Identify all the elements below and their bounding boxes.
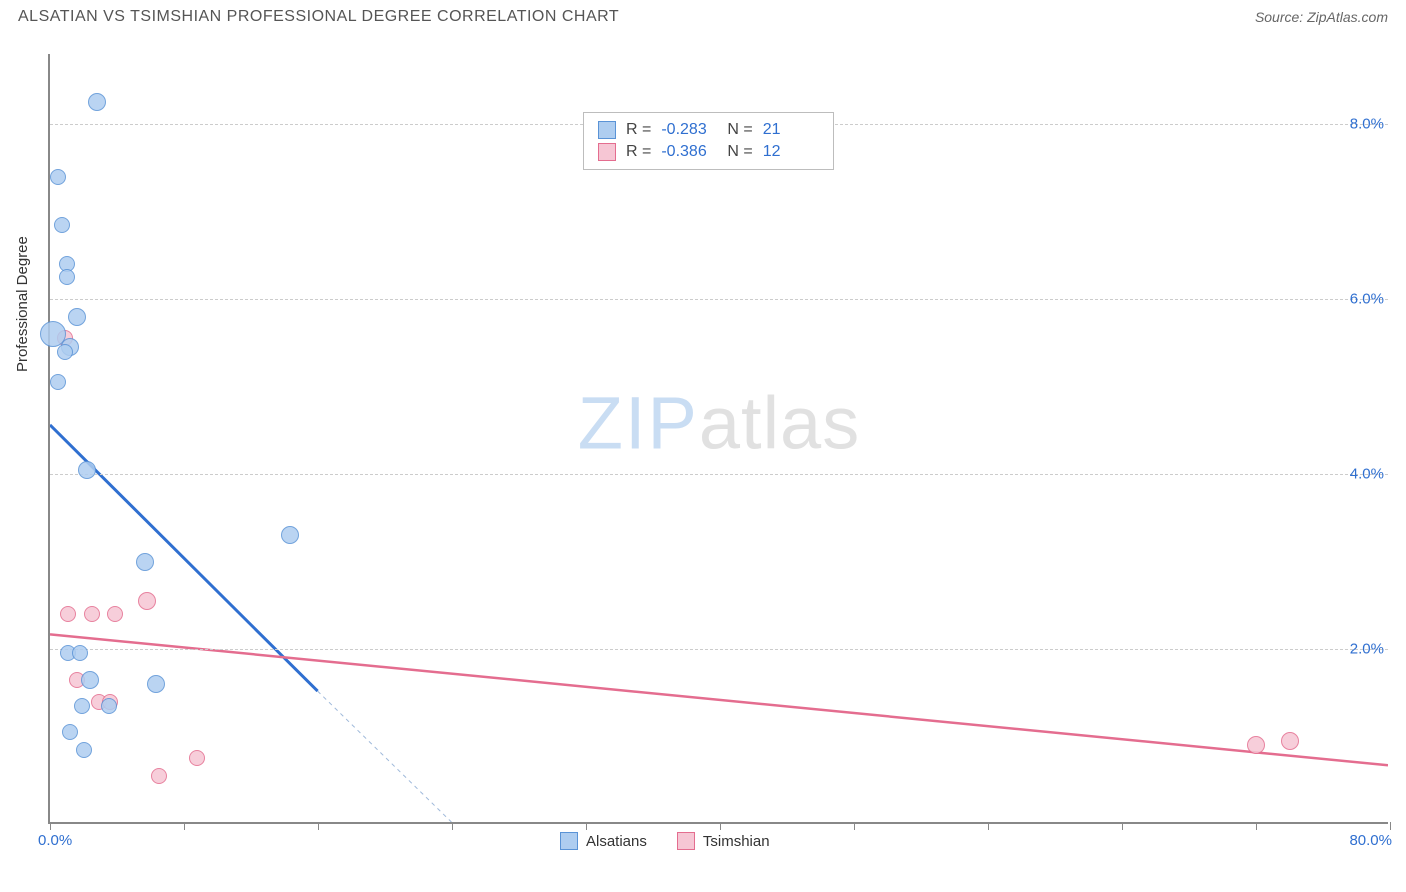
point-alsatians bbox=[78, 461, 96, 479]
point-alsatians bbox=[81, 671, 99, 689]
chart-area: ZIPatlas 2.0% 4.0% 6.0% 8.0% R = -0.283 N =… bbox=[48, 54, 1388, 824]
y-axis-title: Professional Degree bbox=[14, 236, 31, 372]
point-alsatians bbox=[54, 217, 70, 233]
point-alsatians bbox=[50, 374, 66, 390]
point-alsatians bbox=[50, 169, 66, 185]
point-alsatians bbox=[101, 698, 117, 714]
point-alsatians bbox=[281, 526, 299, 544]
x-tick bbox=[720, 822, 721, 830]
n-value-tsimshian: 12 bbox=[763, 143, 819, 161]
point-tsimshian bbox=[60, 606, 76, 622]
gridline bbox=[50, 474, 1388, 475]
chart-header: ALSATIAN VS TSIMSHIAN PROFESSIONAL DEGRE… bbox=[0, 0, 1406, 36]
gridline bbox=[50, 649, 1388, 650]
x-tick bbox=[318, 822, 319, 830]
y-tick-label: 8.0% bbox=[1350, 116, 1390, 133]
point-alsatians bbox=[57, 344, 73, 360]
x-tick bbox=[184, 822, 185, 830]
swatch-alsatians bbox=[598, 121, 616, 139]
point-alsatians bbox=[76, 742, 92, 758]
x-tick bbox=[1256, 822, 1257, 830]
x-tick bbox=[1122, 822, 1123, 830]
r-label: R = bbox=[626, 121, 651, 139]
point-alsatians bbox=[59, 269, 75, 285]
legend-label-alsatians: Alsatians bbox=[586, 833, 647, 850]
x-tick bbox=[988, 822, 989, 830]
point-alsatians bbox=[68, 308, 86, 326]
chart-title: ALSATIAN VS TSIMSHIAN PROFESSIONAL DEGRE… bbox=[18, 8, 619, 26]
point-tsimshian bbox=[189, 750, 205, 766]
gridline bbox=[50, 299, 1388, 300]
n-label: N = bbox=[727, 143, 752, 161]
legend-bottom: Alsatians Tsimshian bbox=[560, 832, 770, 850]
point-alsatians bbox=[62, 724, 78, 740]
point-alsatians bbox=[88, 93, 106, 111]
point-tsimshian bbox=[84, 606, 100, 622]
y-tick-label: 4.0% bbox=[1350, 466, 1390, 483]
swatch-tsimshian-icon bbox=[677, 832, 695, 850]
n-value-alsatians: 21 bbox=[763, 121, 819, 139]
point-alsatians bbox=[147, 675, 165, 693]
x-tick bbox=[586, 822, 587, 830]
point-alsatians bbox=[74, 698, 90, 714]
point-alsatians bbox=[72, 645, 88, 661]
watermark-atlas: atlas bbox=[699, 381, 860, 464]
point-tsimshian bbox=[151, 768, 167, 784]
r-value-tsimshian: -0.386 bbox=[661, 143, 717, 161]
legend-stats-box: R = -0.283 N = 21 R = -0.386 N = 12 bbox=[583, 112, 834, 170]
point-tsimshian bbox=[107, 606, 123, 622]
y-tick-label: 6.0% bbox=[1350, 291, 1390, 308]
n-label: N = bbox=[727, 121, 752, 139]
point-tsimshian bbox=[1247, 736, 1265, 754]
watermark-zip: ZIP bbox=[578, 381, 699, 464]
legend-stats-row-tsimshian: R = -0.386 N = 12 bbox=[598, 141, 819, 163]
x-tick bbox=[452, 822, 453, 830]
y-tick-label: 2.0% bbox=[1350, 641, 1390, 658]
legend-item-alsatians: Alsatians bbox=[560, 832, 647, 850]
legend-item-tsimshian: Tsimshian bbox=[677, 832, 770, 850]
swatch-alsatians-icon bbox=[560, 832, 578, 850]
point-tsimshian bbox=[138, 592, 156, 610]
x-tick bbox=[854, 822, 855, 830]
chart-source: Source: ZipAtlas.com bbox=[1255, 9, 1388, 25]
point-tsimshian bbox=[1281, 732, 1299, 750]
x-tick bbox=[50, 822, 51, 830]
x-min-label: 0.0% bbox=[38, 832, 72, 849]
watermark: ZIPatlas bbox=[578, 380, 860, 465]
swatch-tsimshian bbox=[598, 143, 616, 161]
r-label: R = bbox=[626, 143, 651, 161]
x-max-label: 80.0% bbox=[1349, 832, 1392, 849]
point-alsatians bbox=[136, 553, 154, 571]
legend-label-tsimshian: Tsimshian bbox=[703, 833, 770, 850]
legend-stats-row-alsatians: R = -0.283 N = 21 bbox=[598, 119, 819, 141]
r-value-alsatians: -0.283 bbox=[661, 121, 717, 139]
x-tick bbox=[1390, 822, 1391, 830]
